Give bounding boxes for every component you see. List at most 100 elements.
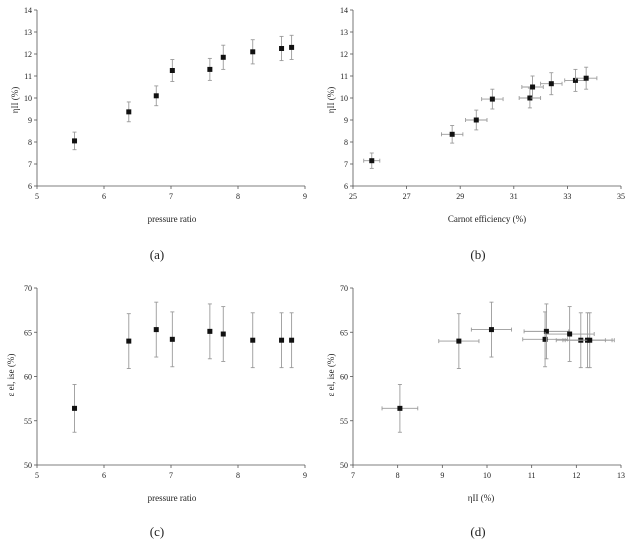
panel-b-y-tick-label: 8: [344, 138, 348, 147]
data-point: [488, 327, 494, 333]
panel-a-y-tick-label: 9: [28, 116, 32, 125]
panel-a-x-tick-label: 9: [303, 192, 307, 201]
data-point: [126, 109, 132, 115]
data-point: [250, 49, 256, 55]
data-point: [456, 338, 462, 344]
data-point: [289, 337, 295, 343]
panel-a-y-ticks: 6 7 8 9 10 11 12 13 14: [24, 6, 37, 191]
data-point: [527, 95, 533, 101]
data-point: [572, 77, 578, 83]
panel-b-x-tick-label: 29: [456, 192, 464, 201]
panel-b-y-tick-label: 10: [340, 94, 348, 103]
panel-c-x-tick-label: 9: [303, 471, 307, 480]
panel-d-x-tick-label: 10: [483, 471, 491, 480]
panel-c-y-tick-label: 55: [24, 417, 32, 426]
panel-b-y-tick-label: 13: [340, 28, 348, 37]
panel-b-x-tick-label: 31: [510, 192, 518, 201]
panel-a-x-tick-label: 8: [236, 192, 240, 201]
panel-b: 25 27 29 31 33 35 6 7 8 9 10 11 12 13 14 Carnot effic…: [326, 6, 625, 262]
data-point: [72, 138, 78, 144]
panel-a-y-axis-label: ηII (%): [10, 87, 20, 113]
data-point: [530, 84, 536, 90]
panel-d-y-tick-label: 70: [340, 284, 348, 293]
panel-b-y-tick-label: 6: [344, 182, 348, 191]
panel-c-label: (c): [150, 524, 164, 539]
data-point: [369, 158, 375, 164]
panel-a-y-tick-label: 6: [28, 182, 32, 191]
panel-c-x-axis-label: pressure ratio: [148, 493, 197, 503]
data-point: [548, 81, 554, 87]
panel-a-label: (a): [150, 247, 164, 262]
panel-d-y-ticks: 50 55 60 65 70: [340, 284, 353, 470]
panel-a-y-tick-label: 14: [24, 6, 32, 15]
data-point: [153, 327, 159, 333]
data-point: [126, 338, 132, 344]
panel-d-y-tick-label: 65: [340, 328, 348, 337]
panel-c-x-tick-label: 6: [102, 471, 106, 480]
panel-c-y-tick-label: 50: [24, 461, 32, 470]
panel-c-y-ticks: 50 55 60 65 70: [24, 284, 37, 470]
panel-d-marks: [381, 301, 615, 433]
panel-a-x-axis-label: pressure ratio: [148, 214, 197, 224]
panel-b-x-axis-label: Carnot efficiency (%): [448, 214, 526, 224]
panel-d-y-axis-label: ε el, ise (%): [326, 354, 336, 397]
panel-b-label: (b): [470, 247, 485, 262]
data-point: [587, 337, 593, 343]
data-point: [207, 66, 213, 72]
panel-c-x-tick-label: 8: [236, 471, 240, 480]
panel-b-y-tick-label: 12: [340, 50, 348, 59]
data-point: [279, 46, 285, 51]
panel-d-x-tick-label: 13: [617, 471, 625, 480]
data-point: [473, 117, 479, 123]
data-point: [543, 328, 549, 334]
panel-d: 7 8 9 10 11 12 13 50 55 60 65 70 ηII (%) ε el, ise…: [326, 284, 625, 539]
panel-b-x-tick-label: 33: [563, 192, 571, 201]
data-point: [153, 93, 159, 99]
panel-b-x-tick-label: 35: [617, 192, 625, 201]
panel-c-y-tick-label: 70: [24, 284, 32, 293]
panel-b-y-tick-label: 7: [344, 160, 348, 169]
panel-b-x-tick-label: 25: [349, 192, 357, 201]
data-point: [72, 405, 78, 411]
panel-c-x-ticks: 5 6 7 8 9: [35, 465, 307, 480]
data-point: [279, 337, 285, 343]
data-point: [289, 44, 295, 50]
panel-d-x-tick-label: 12: [572, 471, 580, 480]
panel-b-marks: [363, 66, 598, 169]
data-point: [169, 68, 175, 73]
data-point: [207, 328, 213, 334]
data-point: [169, 336, 175, 342]
panel-a-y-tick-label: 10: [24, 94, 32, 103]
panel-b-x-ticks: 25 27 29 31 33 35: [349, 186, 625, 201]
panel-a-y-tick-label: 8: [28, 138, 32, 147]
panel-a-x-tick-label: 5: [35, 192, 39, 201]
panel-c-x-tick-label: 7: [169, 471, 173, 480]
panel-c-marks: [72, 301, 295, 433]
panel-d-x-tick-label: 8: [396, 471, 400, 480]
panel-c-y-axis-label: ε el, ise (%): [6, 354, 16, 397]
data-point: [397, 405, 403, 411]
panel-d-x-tick-label: 7: [351, 471, 355, 480]
panel-b-y-tick-label: 11: [340, 72, 348, 81]
panel-d-label: (d): [470, 524, 485, 539]
data-point: [567, 331, 573, 337]
data-point: [542, 336, 548, 342]
panel-a-y-tick-label: 12: [24, 50, 32, 59]
data-point: [489, 96, 495, 102]
panel-b-y-axis-label: ηII (%): [326, 87, 336, 113]
data-point: [250, 337, 256, 343]
data-point: [449, 131, 455, 137]
panel-a-y-tick-label: 13: [24, 28, 32, 37]
panel-a-x-tick-label: 6: [102, 192, 106, 201]
data-point: [583, 75, 589, 81]
panel-d-y-tick-label: 60: [340, 373, 348, 382]
panel-c-x-tick-label: 5: [35, 471, 39, 480]
panel-a-y-tick-label: 11: [24, 72, 32, 81]
panel-d-x-axis-label: ηII (%): [468, 493, 494, 503]
panel-a-y-tick-label: 7: [28, 160, 32, 169]
panel-a-x-ticks: 5 6 7 8 9: [35, 186, 307, 201]
panel-b-y-tick-label: 14: [340, 6, 348, 15]
data-point: [220, 331, 226, 337]
